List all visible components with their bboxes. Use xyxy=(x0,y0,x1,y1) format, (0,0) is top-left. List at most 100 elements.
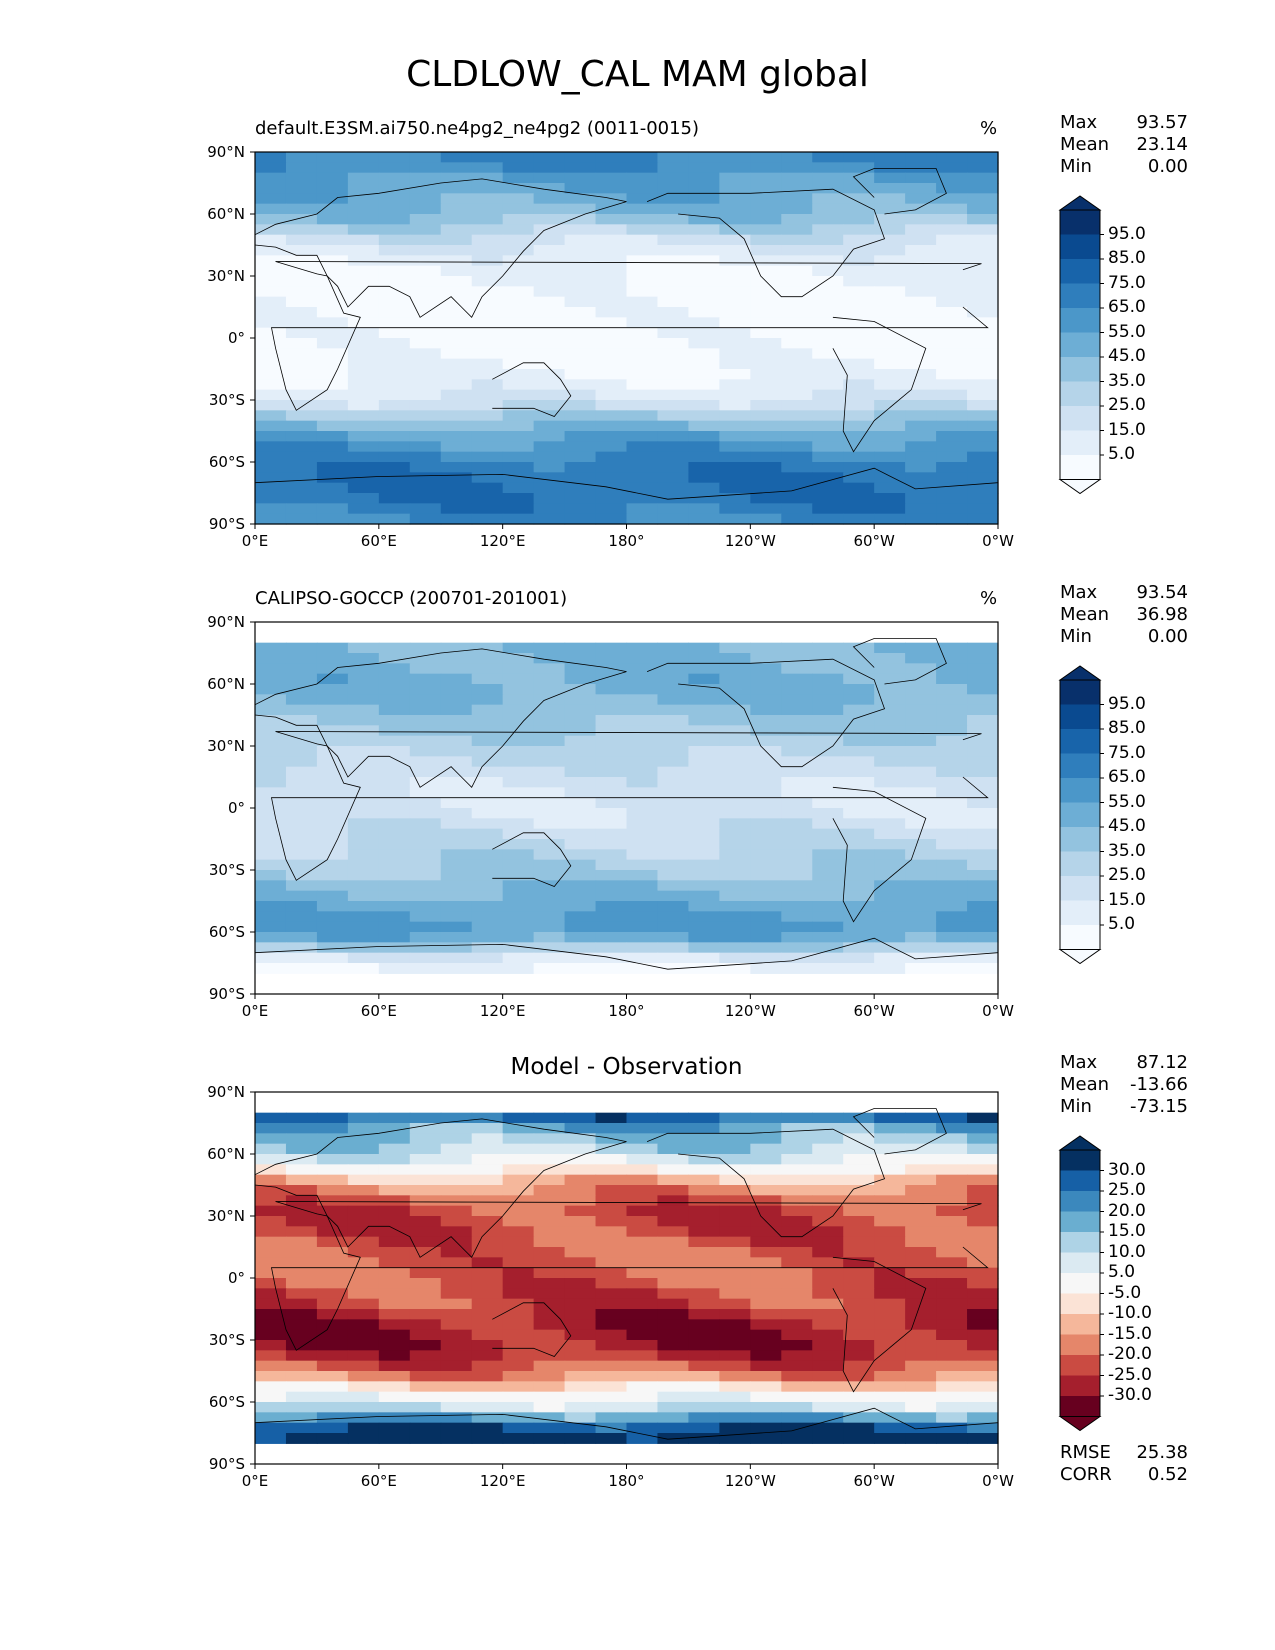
data-cell xyxy=(347,296,380,308)
data-cell xyxy=(626,379,659,391)
data-cell xyxy=(502,245,535,256)
data-cell xyxy=(378,684,411,695)
data-cell xyxy=(347,214,380,225)
data-cell xyxy=(874,358,906,370)
data-cell xyxy=(533,963,566,974)
data-cell xyxy=(688,358,720,370)
data-cell xyxy=(347,317,380,329)
data-cell xyxy=(440,1288,473,1300)
data-cell xyxy=(719,183,751,194)
data-cell xyxy=(347,653,380,664)
lat-tick-label: 0° xyxy=(227,329,245,347)
data-cell xyxy=(781,1185,813,1196)
data-cell xyxy=(564,183,597,194)
data-cell xyxy=(657,358,690,370)
data-cell xyxy=(533,214,566,225)
data-cell xyxy=(874,1350,906,1362)
data-cell xyxy=(719,828,751,840)
data-cell xyxy=(471,286,504,298)
data-cell xyxy=(255,1185,287,1196)
data-cell xyxy=(255,1247,287,1258)
data-cell xyxy=(750,1195,782,1207)
data-cell xyxy=(750,193,782,205)
data-cell xyxy=(626,307,659,318)
figure-title: CLDLOW_CAL MAM global xyxy=(406,54,869,95)
data-cell xyxy=(905,1278,937,1289)
data-cell xyxy=(316,451,349,463)
data-cell xyxy=(719,932,751,943)
lon-tick-label: 60°E xyxy=(360,532,397,550)
colorbar-segment xyxy=(1060,1293,1100,1315)
data-cell xyxy=(874,828,906,840)
data-cell xyxy=(626,431,659,442)
data-cell xyxy=(626,1360,659,1372)
data-cell xyxy=(657,1402,690,1413)
colorbar-tick-label: -20.0 xyxy=(1108,1344,1152,1364)
data-cell xyxy=(471,420,504,432)
data-cell xyxy=(843,1143,875,1155)
data-cell xyxy=(378,162,411,174)
data-cell xyxy=(688,663,720,675)
data-cell xyxy=(533,694,566,706)
data-cell xyxy=(440,462,473,473)
data-cell xyxy=(440,1257,473,1269)
data-cell xyxy=(255,462,287,473)
data-cell xyxy=(967,1371,999,1382)
data-cell xyxy=(255,286,287,298)
data-cell xyxy=(781,1154,813,1165)
data-cell xyxy=(874,1143,906,1155)
data-cell xyxy=(905,870,937,881)
data-cell xyxy=(750,472,782,484)
data-cell xyxy=(255,389,287,401)
data-cell xyxy=(378,1257,411,1269)
metric-rmse-label: RMSE xyxy=(1060,1442,1111,1463)
data-cell xyxy=(843,327,875,339)
data-cell xyxy=(533,1433,566,1444)
data-cell xyxy=(378,389,411,401)
data-cell xyxy=(440,777,473,788)
data-cell xyxy=(255,921,287,933)
data-cell xyxy=(533,265,566,277)
data-cell xyxy=(843,704,875,716)
data-cell xyxy=(719,389,751,401)
data-cell xyxy=(781,214,813,225)
data-cell xyxy=(626,245,659,256)
data-cell xyxy=(347,183,380,194)
data-cell xyxy=(657,1350,690,1362)
data-cell xyxy=(657,265,690,277)
data-cell xyxy=(657,1288,690,1300)
data-cell xyxy=(781,441,813,453)
colorbar-segment xyxy=(1060,1232,1100,1253)
data-cell xyxy=(440,451,473,463)
data-cell xyxy=(874,513,906,525)
data-cell xyxy=(316,684,349,695)
lat-tick-label: 30°N xyxy=(207,737,245,755)
data-cell xyxy=(874,1340,906,1351)
data-cell xyxy=(905,932,937,943)
data-cell xyxy=(502,673,535,685)
data-cell xyxy=(874,1391,906,1403)
data-cell xyxy=(533,1371,566,1382)
data-cell xyxy=(471,245,504,256)
data-cell xyxy=(347,1112,380,1124)
data-cell xyxy=(564,663,597,675)
data-cell xyxy=(719,441,751,453)
data-cell xyxy=(595,942,628,954)
data-cell xyxy=(657,663,690,675)
data-cell xyxy=(378,379,411,391)
data-cell xyxy=(688,715,720,726)
data-cell xyxy=(255,890,287,902)
data-cell xyxy=(874,162,906,174)
data-cell xyxy=(347,286,380,298)
data-cell xyxy=(781,1329,813,1341)
stats-block: Max 93.54 Mean 36.98 Min 0.00 xyxy=(1060,582,1188,648)
data-cell xyxy=(409,1350,442,1362)
data-cell xyxy=(440,849,473,861)
lat-tick-label: 0° xyxy=(227,1269,245,1287)
colorbar-frame xyxy=(1059,679,1101,950)
data-cell xyxy=(843,234,875,246)
data-cell xyxy=(564,1402,597,1413)
data-cell xyxy=(936,735,968,747)
data-cell xyxy=(471,1288,504,1300)
data-cell xyxy=(316,1412,349,1424)
